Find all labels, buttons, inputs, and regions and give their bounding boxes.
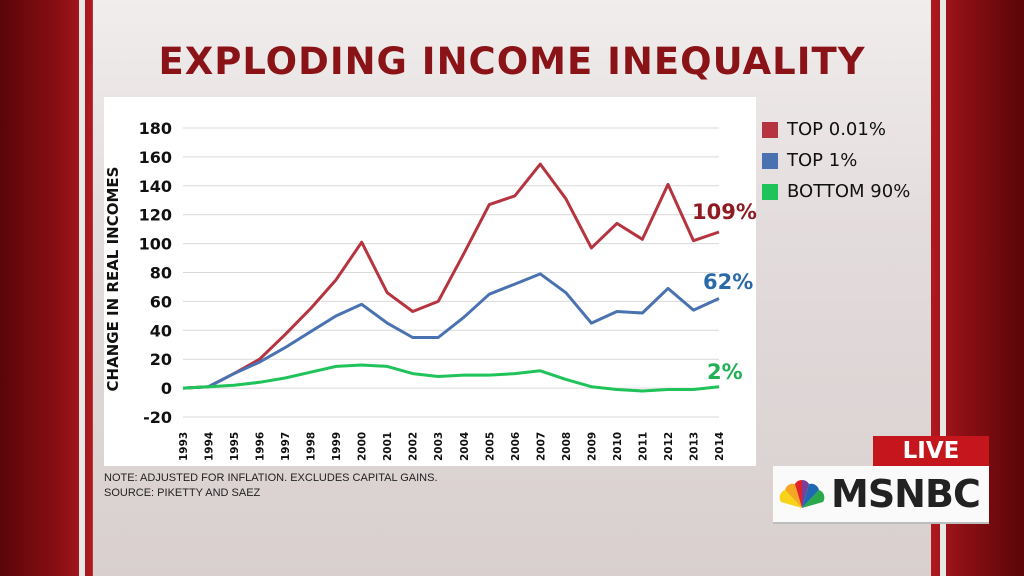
legend-label: TOP 0.01%	[787, 119, 886, 140]
x-tick-label: 2003	[433, 432, 445, 461]
chart-card: -20 0 20 40 60 80 100 120 140 160 180 1993 1994 1995 1…	[104, 97, 756, 466]
x-tick-label: 2005	[484, 432, 496, 461]
y-tick-label: 0	[161, 379, 172, 398]
y-tick-label: -20	[143, 408, 172, 427]
end-label-bottom-90: 2%	[707, 360, 743, 384]
right-stripe	[940, 0, 946, 576]
y-tick-label: 80	[150, 264, 172, 283]
y-axis-label: CHANGE IN REAL INCOMES	[104, 166, 122, 392]
end-label-top-1: 62%	[703, 270, 754, 294]
legend: TOP 0.01% TOP 1% BOTTOM 90%	[762, 114, 910, 207]
x-tick-label: 1996	[255, 432, 267, 461]
series-line	[182, 162, 720, 390]
line-chart: -20 0 20 40 60 80 100 120 140 160 180 1993 1994 1995 1…	[139, 119, 726, 461]
end-label-top-001: 109%	[692, 200, 757, 224]
y-tick-label: 40	[150, 321, 172, 340]
y-tick-label: 20	[150, 350, 172, 369]
peacock-icon	[779, 479, 825, 508]
series-line	[182, 363, 720, 393]
legend-swatch	[762, 152, 778, 169]
x-tick-label: 2001	[382, 432, 394, 461]
x-tick-label: 1999	[331, 432, 343, 461]
network-logo: MSNBC	[773, 466, 989, 524]
x-tick-label: 2006	[510, 432, 522, 461]
x-tick-label: 2012	[663, 432, 675, 461]
live-indicator: LIVE	[873, 436, 989, 466]
x-tick-label: 2010	[612, 432, 624, 461]
x-tick-label: 2013	[688, 432, 700, 461]
x-tick-label: 2009	[586, 432, 598, 461]
chart-title: EXPLODING INCOME INEQUALITY	[158, 40, 866, 83]
x-tick-label: 2004	[459, 432, 471, 461]
y-tick-label: 160	[139, 148, 172, 167]
x-tick-label: 2002	[408, 432, 420, 461]
x-tick-label: 2000	[357, 432, 369, 461]
left-stripe	[79, 0, 85, 576]
series-line	[182, 272, 720, 390]
note-text: NOTE: ADJUSTED FOR INFLATION. EXCLUDES C…	[104, 472, 438, 484]
legend-item-top-1: TOP 1%	[762, 145, 910, 176]
y-tick-label: 140	[139, 177, 172, 196]
network-badge: LIVE MSNBC	[773, 436, 989, 524]
legend-label: TOP 1%	[787, 150, 858, 171]
x-tick-label: 1993	[178, 432, 190, 461]
legend-swatch	[762, 183, 778, 200]
x-tick-label: 2007	[535, 432, 547, 461]
legend-item-top-001: TOP 0.01%	[762, 114, 910, 145]
legend-item-bottom-90: BOTTOM 90%	[762, 176, 910, 207]
x-tick-label: 2008	[561, 432, 573, 461]
y-tick-label: 60	[150, 292, 172, 311]
x-tick-label: 2011	[637, 432, 649, 461]
source-text: SOURCE: PIKETTY AND SAEZ	[104, 487, 261, 499]
x-tick-label: 1997	[280, 432, 292, 461]
x-tick-label: 1995	[229, 432, 241, 461]
legend-swatch	[762, 121, 778, 138]
x-tick-label: 2014	[714, 432, 726, 461]
y-tick-label: 180	[139, 119, 172, 138]
y-tick-label: 120	[139, 206, 172, 225]
legend-label: BOTTOM 90%	[787, 181, 911, 202]
x-tick-label: 1994	[204, 432, 216, 461]
network-name: MSNBC	[831, 472, 981, 516]
x-tick-label: 1998	[306, 432, 318, 461]
y-tick-label: 100	[139, 235, 172, 254]
